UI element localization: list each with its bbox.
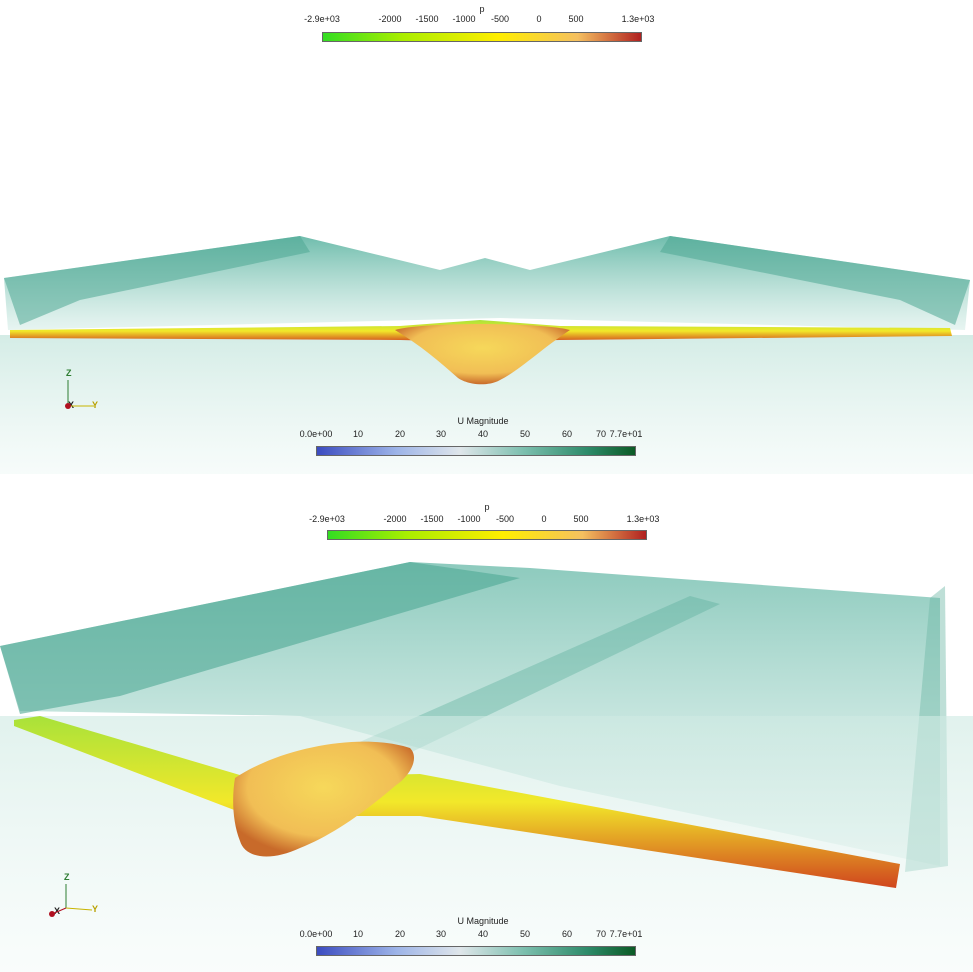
axis-y-label: Y <box>92 400 99 410</box>
velocity-color-bar: U Magnitude 0.0e+00 10 20 30 40 50 60 70… <box>300 414 642 460</box>
velocity-tick: 50 <box>519 929 531 939</box>
velocity-tick: 70 <box>595 429 607 439</box>
wingtip-vortex-left <box>0 562 520 714</box>
pressure-tick: 500 <box>568 14 584 24</box>
velocity-bar-title: U Magnitude <box>457 916 509 926</box>
pressure-tick: -2.9e+03 <box>304 14 340 24</box>
velocity-bar-title: U Magnitude <box>457 416 509 426</box>
axis-y-label: Y <box>92 904 99 914</box>
pressure-bar-title: p <box>479 4 485 14</box>
pressure-tick: 500 <box>573 514 589 524</box>
pressure-tick: -1000 <box>452 14 476 24</box>
pressure-tick: -1000 <box>457 514 481 524</box>
pressure-gradient <box>327 530 647 540</box>
pressure-tick: 0 <box>536 14 542 24</box>
velocity-gradient <box>316 946 636 956</box>
pressure-color-bar: p -2.9e+03 -2000 -1500 -1000 -500 0 500 … <box>309 502 659 546</box>
pressure-tick: 1.3e+03 <box>626 514 660 524</box>
axis-x-label: X <box>54 906 61 916</box>
velocity-tick: 30 <box>435 429 447 439</box>
velocity-gradient <box>316 446 636 456</box>
velocity-tick: 7.7e+01 <box>609 429 643 439</box>
orientation-axes: Z X Y <box>46 870 106 920</box>
velocity-tick: 0.0e+00 <box>299 929 333 939</box>
velocity-tick: 10 <box>352 429 364 439</box>
velocity-tick: 7.7e+01 <box>609 929 643 939</box>
pressure-tick: -1500 <box>415 14 439 24</box>
axis-z-label: Z <box>64 872 70 882</box>
streamline-scene <box>0 562 973 972</box>
velocity-tick: 60 <box>561 429 573 439</box>
velocity-tick: 0.0e+00 <box>299 429 333 439</box>
velocity-tick: 70 <box>595 929 607 939</box>
panel-separator <box>0 474 973 486</box>
axis-z-label: Z <box>66 368 72 378</box>
pressure-tick: -1500 <box>420 514 444 524</box>
pressure-tick: 1.3e+03 <box>621 14 655 24</box>
render-view-oblique[interactable]: p -2.9e+03 -2000 -1500 -1000 -500 0 500 … <box>0 486 973 972</box>
velocity-tick: 30 <box>435 929 447 939</box>
wingtip-vortex-right <box>660 236 970 325</box>
pressure-tick: -2.9e+03 <box>309 514 345 524</box>
velocity-tick: 20 <box>394 929 406 939</box>
velocity-tick: 20 <box>394 429 406 439</box>
axis-x-label: X <box>68 400 75 410</box>
pressure-gradient <box>322 32 642 42</box>
pressure-color-bar: p -2.9e+03 -2000 -1500 -1000 -500 0 500 … <box>304 0 654 44</box>
velocity-tick: 40 <box>477 429 489 439</box>
pressure-tick: -500 <box>495 514 515 524</box>
velocity-tick: 40 <box>477 929 489 939</box>
velocity-tick: 60 <box>561 929 573 939</box>
velocity-color-bar: U Magnitude 0.0e+00 10 20 30 40 50 60 70… <box>300 914 642 960</box>
pressure-tick: -2000 <box>378 14 402 24</box>
wingtip-vortex-left <box>4 236 310 325</box>
render-view-front[interactable]: p -2.9e+03 -2000 -1500 -1000 -500 0 500 … <box>0 0 973 474</box>
pressure-tick: -2000 <box>383 514 407 524</box>
wing <box>14 716 900 888</box>
velocity-tick: 10 <box>352 929 364 939</box>
fuselage <box>233 741 415 857</box>
pressure-tick: 0 <box>541 514 547 524</box>
streamline-scene <box>0 236 973 474</box>
orientation-axes: Z X Y <box>58 366 118 416</box>
velocity-tick: 50 <box>519 429 531 439</box>
fuselage <box>395 324 570 385</box>
pressure-bar-title: p <box>484 502 490 512</box>
pressure-tick: -500 <box>490 14 510 24</box>
